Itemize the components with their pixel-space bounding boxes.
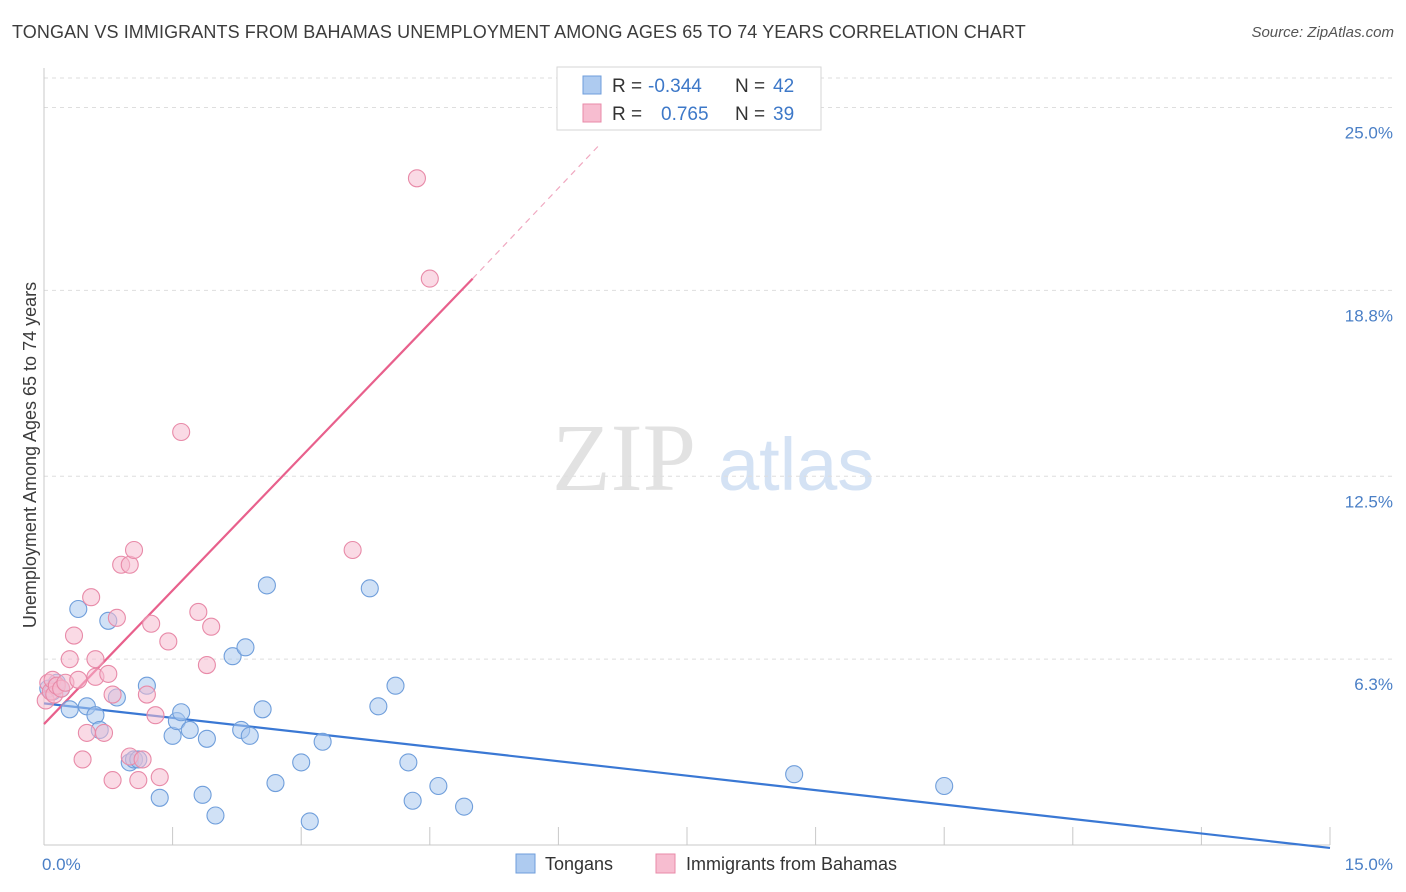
data-point (94, 723, 114, 742)
data-point (240, 726, 259, 745)
data-point (189, 602, 208, 622)
chart-title: TONGAN VS IMMIGRANTS FROM BAHAMAS UNEMPL… (12, 22, 1026, 42)
watermark-atlas: atlas (718, 423, 874, 506)
series-legend-label-tongans: Tongans (545, 854, 613, 874)
data-point (82, 588, 101, 607)
data-point (343, 540, 362, 560)
legend-swatch-tongans (582, 75, 602, 95)
data-point (129, 771, 148, 790)
data-point (407, 169, 426, 188)
data-point (403, 791, 422, 810)
data-point (99, 664, 118, 683)
series-legend: Tongans Immigrants from Bahamas (515, 853, 897, 874)
legend-r-value-tongans: -0.344 (648, 76, 702, 97)
y-tick-label-0: 6.3% (1354, 675, 1393, 694)
data-point (253, 700, 272, 719)
y-tick-label-3: 25.0% (1345, 124, 1393, 143)
x-tick-label-min: 0.0% (42, 855, 81, 874)
data-point (785, 765, 804, 784)
data-point (73, 750, 92, 769)
data-point (69, 599, 88, 619)
data-point (197, 655, 216, 675)
data-point (236, 638, 255, 657)
data-point (429, 776, 448, 796)
data-point (150, 768, 169, 787)
series-legend-swatch-bahamas (655, 853, 676, 874)
y-axis-label: Unemployment Among Ages 65 to 74 years (20, 282, 40, 628)
legend-n-label-2: N = (735, 104, 765, 125)
data-point (292, 753, 311, 772)
source-label: Source: ZipAtlas.com (1251, 24, 1394, 41)
data-point (180, 720, 199, 740)
legend-r-value-bahamas: 0.765 (661, 104, 709, 125)
data-point (124, 540, 144, 560)
series-legend-label-bahamas: Immigrants from Bahamas (686, 854, 897, 874)
data-point (420, 269, 439, 288)
data-point (935, 776, 954, 796)
data-point (313, 732, 332, 751)
trend-line-tongans (43, 702, 1331, 850)
legend-n-label: N = (735, 76, 765, 97)
y-tick-label-2: 18.8% (1345, 306, 1393, 325)
data-point (159, 632, 178, 651)
data-point (133, 750, 152, 769)
data-point (60, 650, 79, 669)
data-point (193, 785, 212, 804)
legend-r-label-2: R = (612, 104, 642, 125)
y-tick-label-1: 12.5% (1345, 492, 1393, 511)
x-tick-label-max: 15.0% (1345, 855, 1393, 874)
data-point (257, 576, 276, 595)
data-point (64, 626, 84, 645)
data-point (386, 676, 405, 695)
data-point (202, 617, 221, 636)
axes (43, 68, 1331, 846)
data-point (197, 729, 216, 748)
data-point (103, 685, 122, 704)
data-points (36, 169, 954, 831)
data-point (172, 703, 191, 722)
legend-n-value-bahamas: 39 (773, 104, 794, 125)
data-point (455, 797, 474, 816)
correlation-legend: R = -0.344 N = 42 R = 0.765 N = 39 (556, 66, 822, 131)
data-point (399, 753, 418, 772)
data-point (107, 608, 126, 627)
trend-lines (43, 142, 1331, 850)
data-point (86, 650, 105, 669)
data-point (360, 579, 379, 598)
series-legend-swatch-tongans (515, 853, 536, 874)
data-point (266, 773, 285, 793)
trend-line-bahamas (43, 277, 474, 725)
data-point (369, 697, 388, 716)
data-point (77, 723, 96, 742)
data-point (142, 614, 161, 633)
legend-swatch-bahamas (582, 103, 602, 123)
gridlines (44, 77, 1395, 660)
data-point (60, 700, 79, 719)
legend-r-label: R = (612, 76, 642, 97)
tick-labels: 6.3% 12.5% 18.8% 25.0% 0.0% 15.0% (42, 124, 1393, 875)
data-point (69, 670, 88, 689)
data-point (103, 771, 122, 790)
data-point (300, 812, 319, 831)
trend-extension-bahamas (472, 142, 602, 280)
data-point (150, 788, 169, 807)
data-point (146, 706, 165, 725)
watermark-zip: ZIP (552, 404, 696, 511)
series-bahamas (36, 169, 439, 790)
legend-n-value-tongans: 42 (773, 76, 794, 97)
data-point (172, 422, 191, 442)
series-tongans (39, 576, 954, 831)
data-point (137, 685, 156, 704)
data-point (206, 806, 225, 825)
data-point (223, 647, 242, 666)
